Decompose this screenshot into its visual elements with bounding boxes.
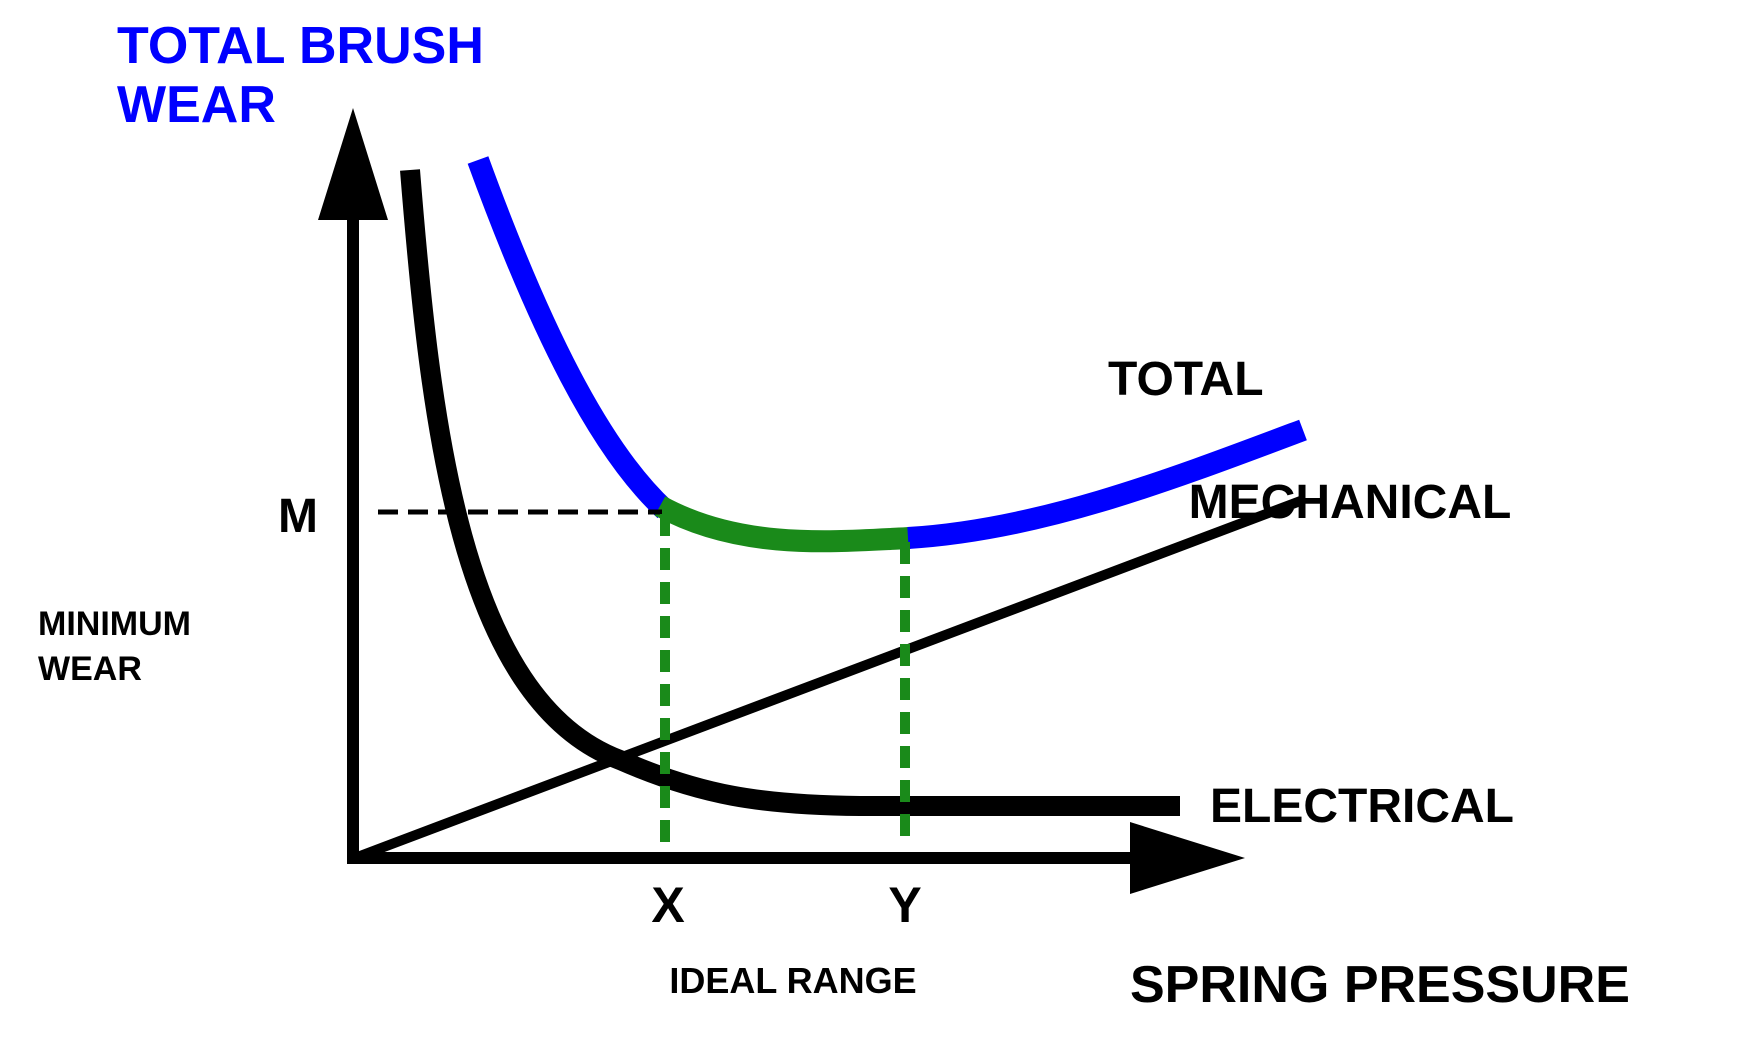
electrical-wear-curve <box>400 169 1180 816</box>
ideal-range-label: IDEAL RANGE <box>669 960 916 1001</box>
diagram-title-line2: WEAR <box>117 76 276 134</box>
electrical-curve-label: ELECTRICAL <box>1210 780 1514 833</box>
ideal-range-x-marker: X <box>651 877 684 933</box>
x-axis-label: SPRING PRESSURE <box>1130 956 1630 1014</box>
mechanical-wear-line <box>358 495 1305 861</box>
diagram-title-line1: TOTAL BRUSH <box>117 17 484 75</box>
ideal-range-y-marker: Y <box>888 877 921 933</box>
total-wear-curve-right <box>907 419 1307 549</box>
mechanical-curve-label: MECHANICAL <box>1189 476 1512 529</box>
minimum-wear-marker-m: M <box>278 490 318 543</box>
total-curve-label: TOTAL <box>1108 353 1264 406</box>
minimum-wear-side-label-line2: WEAR <box>38 650 142 688</box>
x-axis-arrowhead <box>1130 822 1245 894</box>
minimum-wear-side-label-line1: MINIMUM <box>38 605 191 643</box>
total-wear-curve-ideal-segment <box>654 496 911 553</box>
total-wear-curve-left <box>467 156 673 519</box>
y-axis-arrowhead <box>318 108 388 220</box>
